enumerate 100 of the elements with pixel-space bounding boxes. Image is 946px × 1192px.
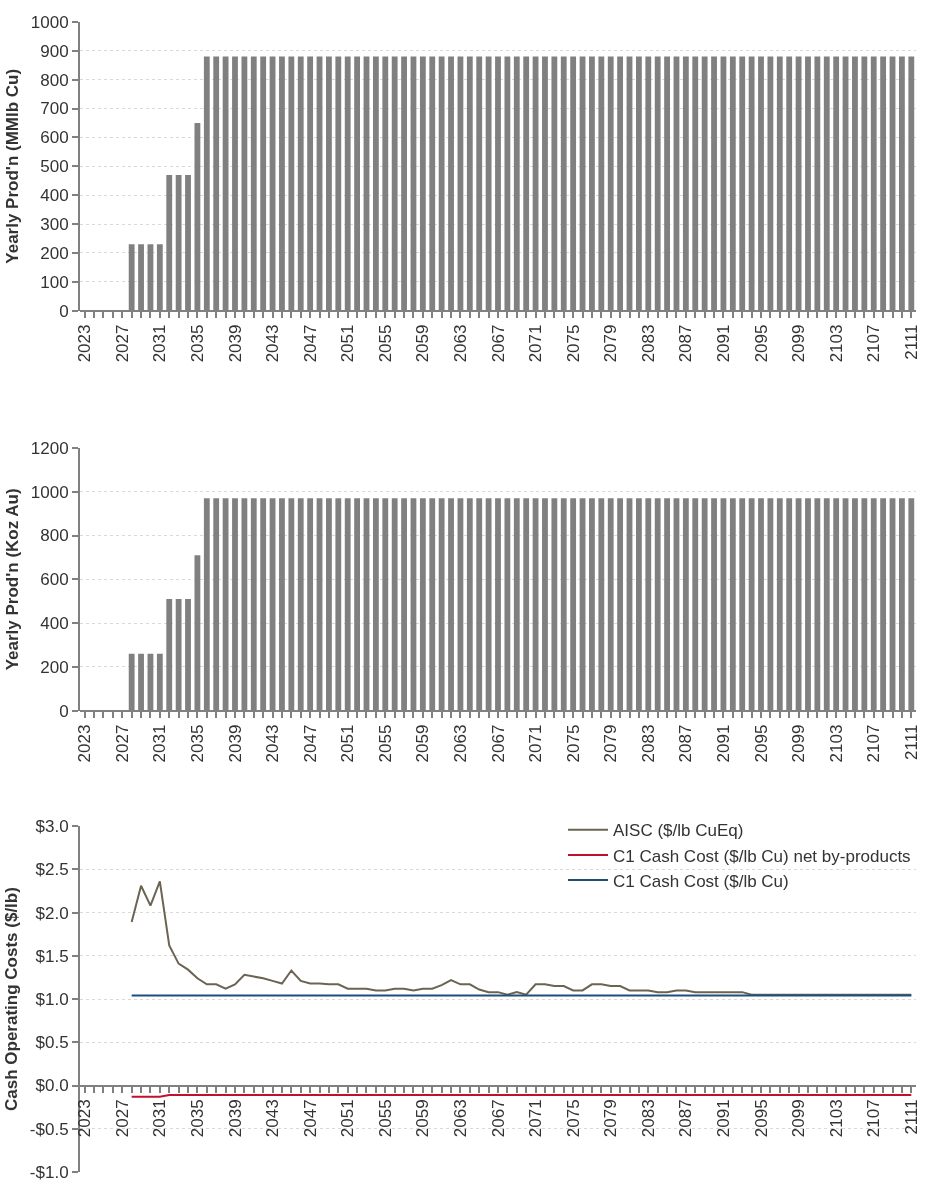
y-tick-label: 1200 xyxy=(30,438,69,458)
x-tick-label: 2023 xyxy=(75,1099,95,1138)
x-tick-label: 2035 xyxy=(187,1099,207,1138)
x-tick-label: 2043 xyxy=(263,1099,283,1138)
y-tick-label: $2.0 xyxy=(35,903,69,923)
x-tick-label: 2051 xyxy=(338,1099,358,1138)
legend-label: AISC ($/lb CuEq) xyxy=(613,821,744,841)
x-tick-label: 2059 xyxy=(413,324,433,363)
x-tick-label: 2103 xyxy=(826,724,846,763)
y-tick-label: 0 xyxy=(59,301,69,321)
x-tick-label: 2063 xyxy=(450,724,470,763)
x-tick-label: 2079 xyxy=(601,1099,621,1138)
x-tick-label: 2027 xyxy=(112,724,132,763)
y-axis-title: Yearly Prod'n (Koz Au) xyxy=(2,488,22,671)
x-tick-label: 2095 xyxy=(751,724,771,763)
y-tick-label: 900 xyxy=(40,41,69,61)
x-tick-label: 2039 xyxy=(225,1099,245,1138)
x-tick-label: 2107 xyxy=(864,1099,884,1138)
x-tick-label: 2031 xyxy=(150,1099,170,1138)
x-tick-label: 2099 xyxy=(789,724,809,763)
y-tick-label: $3.0 xyxy=(35,817,69,837)
legend-label: C1 Cash Cost ($/lb Cu) xyxy=(613,871,789,891)
x-tick-label: 2071 xyxy=(526,324,546,363)
x-tick-label: 2091 xyxy=(713,1099,733,1138)
x-tick-label: 2087 xyxy=(676,324,696,363)
y-tick-label: 0 xyxy=(59,701,69,721)
x-tick-label: 2043 xyxy=(263,724,283,763)
x-tick-label: 2055 xyxy=(375,324,395,363)
y-tick-label: 100 xyxy=(40,272,69,292)
x-tick-label: 2051 xyxy=(338,724,358,763)
x-tick-label: 2103 xyxy=(826,324,846,363)
x-tick-label: 2031 xyxy=(150,724,170,763)
x-tick-label: 2095 xyxy=(751,324,771,363)
x-tick-label: 2079 xyxy=(601,324,621,363)
x-tick-label: 2027 xyxy=(112,1099,132,1138)
x-tick-label: 2107 xyxy=(864,324,884,363)
legend-label: C1 Cash Cost ($/lb Cu) net by-products xyxy=(613,846,911,866)
x-tick-label: 2071 xyxy=(526,724,546,763)
x-tick-label: 2067 xyxy=(488,324,508,363)
y-tick-label: -$1.0 xyxy=(29,1162,69,1182)
y-tick-label: 800 xyxy=(40,526,69,546)
x-tick-label: 2099 xyxy=(789,1099,809,1138)
x-tick-label: 2075 xyxy=(563,324,583,363)
x-tick-label: 2051 xyxy=(338,324,358,363)
x-tick-label: 2087 xyxy=(676,724,696,763)
y-tick-label: $0.5 xyxy=(35,1033,69,1053)
x-tick-label: 2023 xyxy=(75,724,95,763)
x-tick-label: 2111 xyxy=(901,1099,921,1135)
x-tick-label: 2039 xyxy=(225,724,245,763)
x-tick-label: 2067 xyxy=(488,1099,508,1138)
y-tick-label: $1.5 xyxy=(35,946,69,966)
x-tick-label: 2023 xyxy=(75,324,95,363)
x-tick-label: 2055 xyxy=(375,724,395,763)
y-tick-label: $2.5 xyxy=(35,860,69,880)
x-tick-label: 2075 xyxy=(563,1099,583,1138)
y-tick-label: 800 xyxy=(40,70,69,90)
y-tick-label: 400 xyxy=(40,614,69,634)
x-tick-label: 2035 xyxy=(187,324,207,363)
x-tick-label: 2075 xyxy=(563,724,583,763)
x-tick-label: 2083 xyxy=(638,724,658,763)
x-tick-label: 2079 xyxy=(601,724,621,763)
x-tick-label: 2047 xyxy=(300,1099,320,1138)
y-tick-label: 300 xyxy=(40,215,69,235)
x-tick-label: 2091 xyxy=(713,324,733,363)
x-tick-label: 2043 xyxy=(263,324,283,363)
y-tick-label: 600 xyxy=(40,128,69,148)
x-tick-label: 2055 xyxy=(375,1099,395,1138)
x-tick-label: 2087 xyxy=(676,1099,696,1138)
y-tick-label: 500 xyxy=(40,157,69,177)
x-tick-label: 2111 xyxy=(901,324,921,360)
x-tick-label: 2047 xyxy=(300,724,320,763)
y-tick-label: 200 xyxy=(40,243,69,263)
y-tick-label: 600 xyxy=(40,570,69,590)
y-axis-title: Yearly Prod'n (MMlb Cu) xyxy=(2,68,22,264)
y-tick-label: $0.0 xyxy=(35,1076,69,1096)
x-tick-label: 2039 xyxy=(225,324,245,363)
y-tick-label: 1000 xyxy=(30,482,69,502)
y-tick-label: -$0.5 xyxy=(29,1119,69,1139)
x-tick-label: 2031 xyxy=(150,324,170,363)
x-tick-label: 2103 xyxy=(826,1099,846,1138)
y-tick-label: $1.0 xyxy=(35,990,69,1009)
x-tick-label: 2107 xyxy=(864,724,884,763)
y-axis-title: Cash Operating Costs ($/lb) xyxy=(1,887,21,1111)
x-tick-label: 2059 xyxy=(413,724,433,763)
x-tick-label: 2067 xyxy=(488,724,508,763)
y-tick-label: 700 xyxy=(40,99,69,119)
x-tick-label: 2083 xyxy=(638,1099,658,1138)
y-tick-label: 200 xyxy=(40,657,69,677)
x-tick-label: 2083 xyxy=(638,324,658,363)
x-tick-label: 2035 xyxy=(187,724,207,763)
x-tick-label: 2095 xyxy=(751,1099,771,1138)
x-tick-label: 2059 xyxy=(413,1099,433,1138)
x-tick-label: 2099 xyxy=(789,324,809,363)
y-tick-label: 1000 xyxy=(30,12,69,32)
x-tick-label: 2091 xyxy=(713,724,733,763)
x-tick-label: 2111 xyxy=(901,724,921,760)
y-tick-label: 400 xyxy=(40,186,69,206)
x-tick-label: 2071 xyxy=(526,1099,546,1138)
x-tick-label: 2063 xyxy=(450,324,470,363)
x-tick-label: 2063 xyxy=(450,1099,470,1138)
